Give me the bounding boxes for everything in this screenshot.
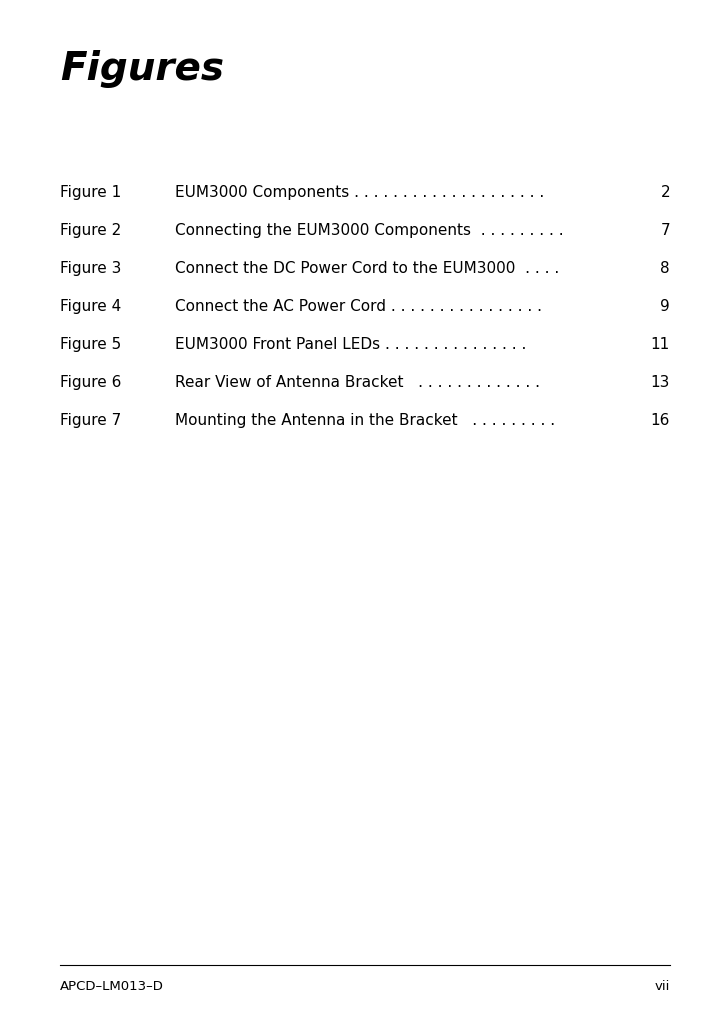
Text: Figure 3: Figure 3 bbox=[60, 261, 121, 276]
Text: APCD–LM013–D: APCD–LM013–D bbox=[60, 980, 164, 993]
Text: Connect the DC Power Cord to the EUM3000  . . . .: Connect the DC Power Cord to the EUM3000… bbox=[175, 261, 559, 276]
Text: Figure 6: Figure 6 bbox=[60, 375, 121, 390]
Text: Figure 5: Figure 5 bbox=[60, 337, 121, 352]
Text: 16: 16 bbox=[651, 413, 670, 428]
Text: 13: 13 bbox=[651, 375, 670, 390]
Text: Figure 7: Figure 7 bbox=[60, 413, 121, 428]
Text: vii: vii bbox=[655, 980, 670, 993]
Text: 11: 11 bbox=[651, 337, 670, 352]
Text: Figure 2: Figure 2 bbox=[60, 223, 121, 238]
Text: Mounting the Antenna in the Bracket   . . . . . . . . .: Mounting the Antenna in the Bracket . . … bbox=[175, 413, 555, 428]
Text: 2: 2 bbox=[660, 185, 670, 200]
Text: Figure 1: Figure 1 bbox=[60, 185, 121, 200]
Text: Rear View of Antenna Bracket   . . . . . . . . . . . . .: Rear View of Antenna Bracket . . . . . .… bbox=[175, 375, 540, 390]
Text: 8: 8 bbox=[660, 261, 670, 276]
Text: Connect the AC Power Cord . . . . . . . . . . . . . . . .: Connect the AC Power Cord . . . . . . . … bbox=[175, 299, 542, 314]
Text: Connecting the EUM3000 Components  . . . . . . . . .: Connecting the EUM3000 Components . . . … bbox=[175, 223, 563, 238]
Text: Figures: Figures bbox=[60, 50, 224, 88]
Text: 9: 9 bbox=[660, 299, 670, 314]
Text: Figure 4: Figure 4 bbox=[60, 299, 121, 314]
Text: EUM3000 Front Panel LEDs . . . . . . . . . . . . . . .: EUM3000 Front Panel LEDs . . . . . . . .… bbox=[175, 337, 526, 352]
Text: EUM3000 Components . . . . . . . . . . . . . . . . . . . .: EUM3000 Components . . . . . . . . . . .… bbox=[175, 185, 544, 200]
Text: 7: 7 bbox=[660, 223, 670, 238]
